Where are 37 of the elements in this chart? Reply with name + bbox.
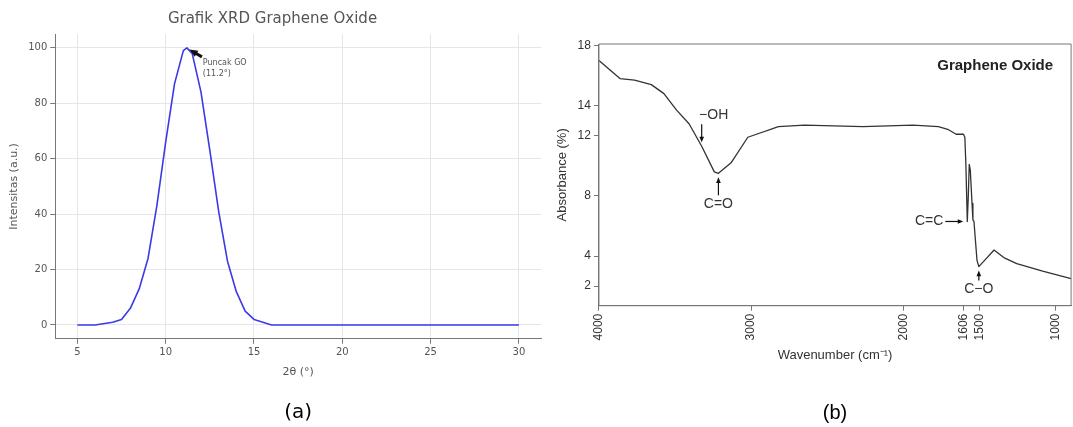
x-axis-title: Wavenumber (cm⁻¹) bbox=[777, 346, 893, 362]
y-axis-title: Absorbance (%) bbox=[554, 128, 570, 222]
annotation: C=C bbox=[914, 212, 944, 229]
x-tick-label: 2000 bbox=[895, 313, 910, 341]
x-tick-label: 1606 bbox=[955, 313, 970, 341]
annotation: −OH bbox=[699, 106, 729, 123]
x-tick-label: 4000 bbox=[591, 313, 606, 341]
y-tick-label: 14 bbox=[577, 97, 592, 112]
text: Graphene Oxide bbox=[937, 55, 1054, 73]
y-axis-title: Intensitas (a.u.) bbox=[7, 143, 21, 230]
y-tick-label: 8 bbox=[584, 188, 592, 203]
x-tick-label: 5 bbox=[74, 346, 81, 358]
annotation: Puncak GO (11.2°) bbox=[202, 57, 247, 78]
y-tick-label: 100 bbox=[28, 41, 48, 53]
x-tick-label: 25 bbox=[424, 346, 437, 358]
y-tick-label: 0 bbox=[40, 318, 48, 330]
x-axis-title: 2θ (°) bbox=[282, 365, 314, 379]
chart-title: Grafik XRD Graphene Oxide bbox=[167, 8, 378, 27]
annotation: C=O bbox=[703, 195, 734, 212]
y-tick-label: 18 bbox=[577, 37, 592, 52]
x-tick-label: 1000 bbox=[1047, 313, 1062, 341]
x-tick-label: 10 bbox=[159, 346, 173, 358]
x-tick-label: 30 bbox=[512, 346, 526, 358]
x-tick-label: 20 bbox=[335, 346, 349, 358]
y-tick-label: 4 bbox=[584, 248, 592, 263]
text: (b) bbox=[822, 400, 848, 423]
y-tick-label: 12 bbox=[577, 128, 592, 143]
x-tick-label: 15 bbox=[247, 346, 261, 358]
y-tick-label: 80 bbox=[34, 96, 48, 108]
y-tick-label: 40 bbox=[34, 207, 48, 219]
x-tick-label: 3000 bbox=[743, 313, 758, 341]
y-tick-label: 2 bbox=[584, 278, 592, 293]
annotation: C−O bbox=[964, 280, 994, 297]
x-tick-label: 1500 bbox=[971, 313, 986, 341]
text: (a) bbox=[284, 399, 313, 424]
y-tick-label: 60 bbox=[34, 152, 48, 164]
y-tick-label: 20 bbox=[34, 263, 48, 275]
